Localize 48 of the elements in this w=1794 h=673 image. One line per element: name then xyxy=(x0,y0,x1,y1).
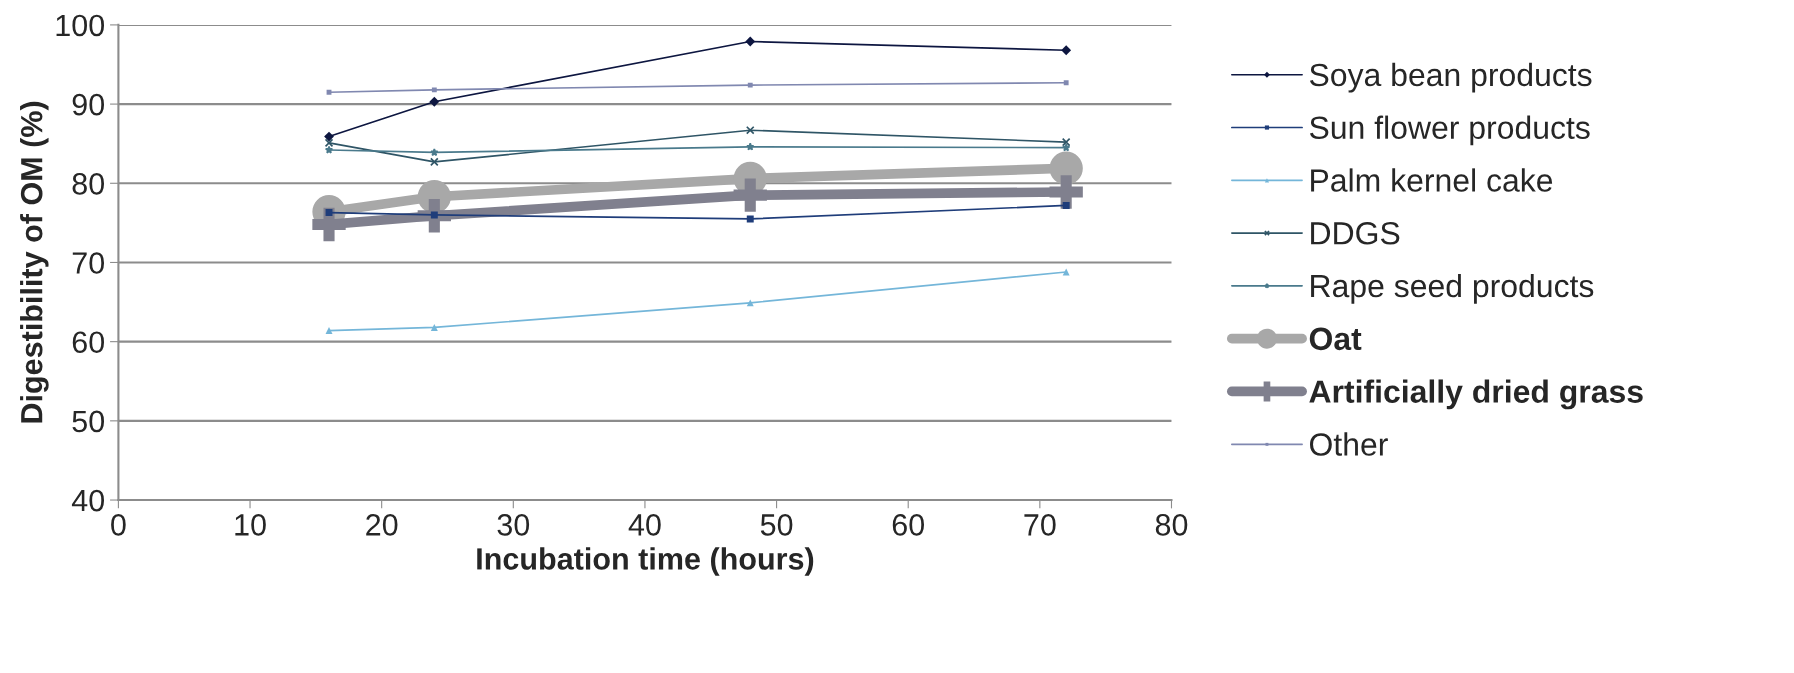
point xyxy=(745,36,756,47)
y-tick-label: 80 xyxy=(72,173,105,195)
point xyxy=(325,327,333,335)
x-tick-label: 50 xyxy=(760,514,793,536)
point xyxy=(747,82,753,88)
point xyxy=(746,142,755,151)
point xyxy=(429,96,440,107)
y-tick-label: 40 xyxy=(71,489,105,512)
x-tick-label: 80 xyxy=(1155,514,1188,536)
point xyxy=(1061,137,1071,147)
point xyxy=(324,145,334,154)
point xyxy=(430,148,439,157)
point xyxy=(430,323,438,331)
point xyxy=(746,215,754,223)
legend-label: Soya bean products xyxy=(1309,62,1592,93)
legend-label: Sun flower products xyxy=(1309,115,1590,146)
y-tick-label: 70 xyxy=(72,252,105,274)
legend-label: Other xyxy=(1310,432,1388,456)
y-tick-label: 100 xyxy=(56,14,105,37)
legend-label: DDGS xyxy=(1311,221,1400,245)
point xyxy=(324,138,334,148)
y-axis-title: Digestibility of OM (%) xyxy=(20,101,49,423)
x-tick-label: 40 xyxy=(628,514,661,536)
legend-label: Artificially dried grass xyxy=(1309,379,1643,410)
legend-label: Palm kernel cake xyxy=(1311,168,1553,192)
point xyxy=(430,211,438,219)
y-tick-label: 50 xyxy=(72,410,105,433)
point xyxy=(430,157,439,167)
point xyxy=(324,131,334,142)
point xyxy=(1061,45,1072,56)
x-tick-label: 0 xyxy=(111,514,126,536)
legend-label: Oat xyxy=(1309,327,1362,351)
point xyxy=(1062,201,1070,209)
x-tick-label: 20 xyxy=(366,514,398,536)
point xyxy=(733,178,767,212)
x-tick-label: 60 xyxy=(892,514,925,536)
point xyxy=(1049,175,1083,209)
x-tick-label: 30 xyxy=(497,514,530,536)
legend-label: Rape seed products xyxy=(1311,273,1594,304)
point xyxy=(745,125,755,135)
x-axis-title: Incubation time (hours) xyxy=(477,547,814,576)
point xyxy=(431,87,437,93)
x-tick-label: 70 xyxy=(1024,514,1056,536)
point xyxy=(1063,80,1069,86)
point xyxy=(312,207,346,242)
y-tick-label: 60 xyxy=(72,331,105,354)
x-tick-label: 10 xyxy=(235,514,266,536)
y-tick-label: 90 xyxy=(72,93,105,116)
